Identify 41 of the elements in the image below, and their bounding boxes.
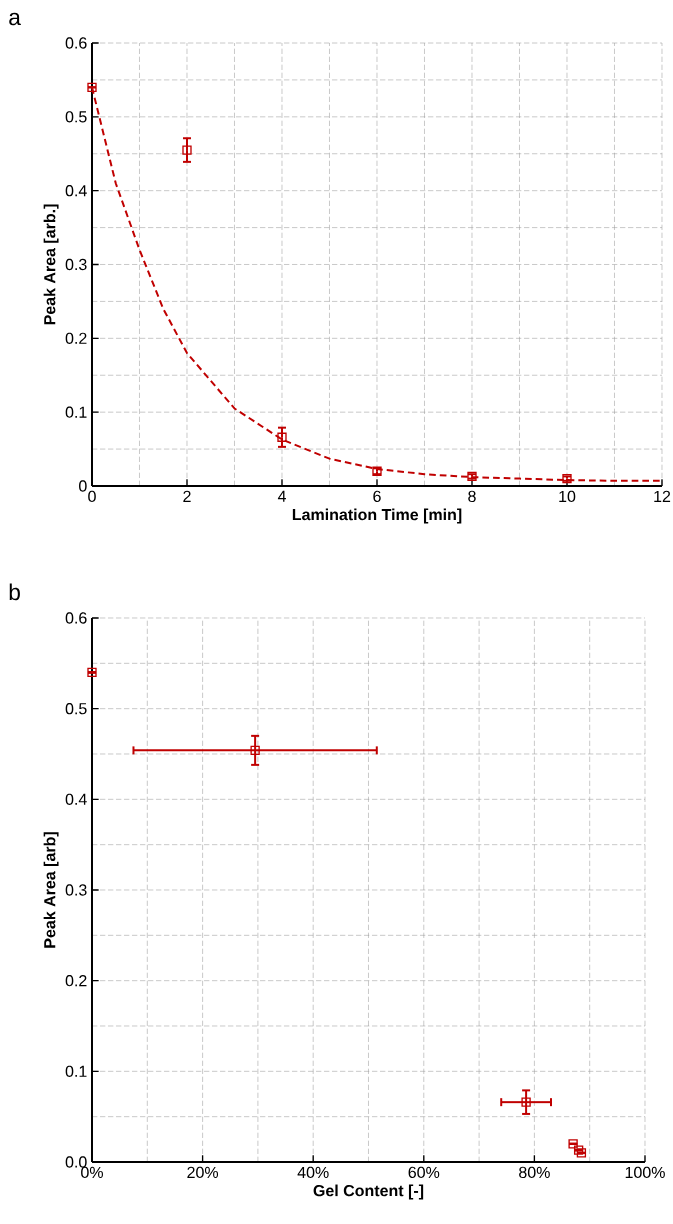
line-series [91, 86, 663, 482]
y-tick-label: 0 [79, 480, 87, 492]
point [521, 1097, 531, 1107]
y-tick-label: 0.4 [65, 793, 87, 805]
point [250, 745, 260, 756]
x-tick-label: 2 [183, 490, 191, 502]
x-tick-label: 80% [519, 1166, 550, 1179]
x-axis-title: Gel Content [-] [313, 1184, 424, 1200]
x-tick-label: 8 [468, 490, 476, 503]
y-tick-label: 0.0 [65, 1156, 87, 1168]
x-tick-label: 0 [88, 490, 96, 503]
point [182, 145, 192, 155]
x-tick-label: 40% [297, 1166, 329, 1179]
y-tick-label: 0.1 [65, 1065, 87, 1077]
y-tick-label: 0.5 [65, 703, 87, 715]
y-axis-title: Peak Area [arb] [43, 832, 59, 948]
y-tick-label: 0.6 [65, 612, 87, 624]
x-tick-label: 12 [654, 490, 671, 502]
y-tick-label: 0.6 [65, 37, 87, 49]
x-tick-label: 0% [81, 1166, 103, 1179]
x-axis-title: Lamination Time [min] [292, 508, 462, 524]
y-tick-label: 0.5 [65, 111, 87, 123]
y-tick-label: 0.2 [65, 975, 87, 987]
y-axis-title: Peak Area [arb.] [43, 204, 59, 325]
point [87, 82, 97, 92]
chart-title: b [9, 583, 20, 601]
y-tick-label: 0.3 [65, 258, 87, 271]
x-tick-label: 4 [277, 490, 286, 502]
y-tick-label: 0.1 [65, 406, 87, 418]
point [277, 432, 287, 442]
x-tick-label: 60% [408, 1166, 440, 1179]
point [87, 667, 97, 678]
x-tick-label: 20% [187, 1166, 219, 1179]
chart-title: a [9, 12, 21, 26]
point [568, 1139, 578, 1149]
x-tick-label: 100% [625, 1166, 665, 1179]
y-tick-label: 0.2 [65, 332, 87, 344]
x-tick-label: 10 [559, 490, 576, 503]
y-tick-label: 0.4 [65, 185, 87, 197]
y-tick-label: 0.3 [65, 884, 87, 896]
x-tick-label: 6 [373, 490, 381, 503]
